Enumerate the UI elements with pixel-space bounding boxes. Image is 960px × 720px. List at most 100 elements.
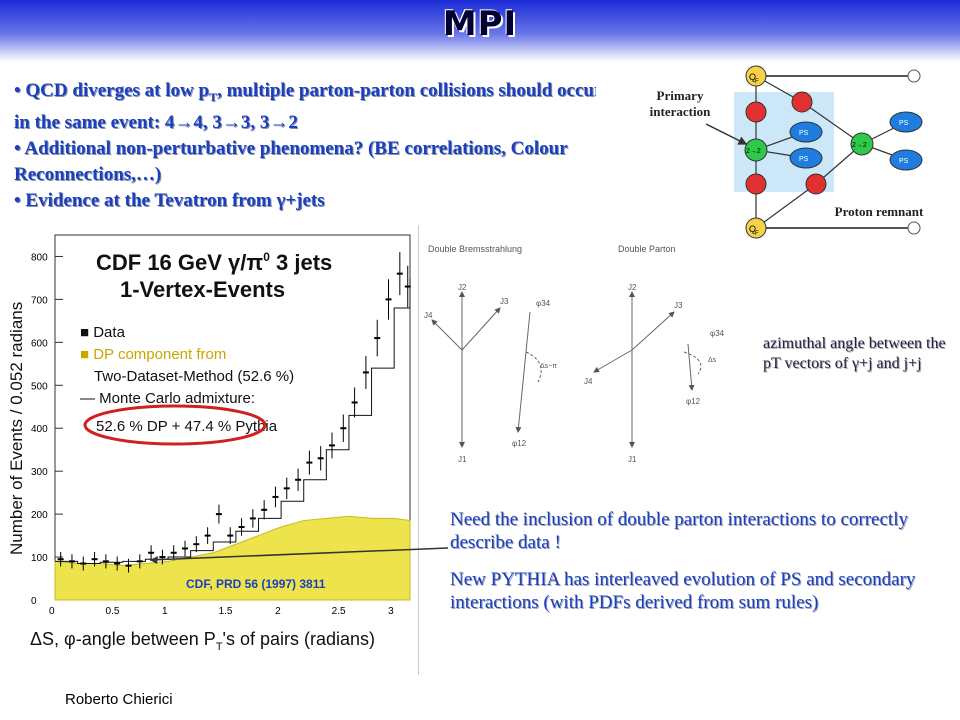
bullet-nonpert: • Additional non-perturbative phenomena?… [14, 137, 568, 185]
conclusion-1: Need the inclusion of double parton inte… [450, 509, 908, 553]
x-tick-label: 2 [275, 606, 281, 617]
fsr-label-4: PS [899, 158, 909, 165]
qf-sub-bottom: F [755, 231, 759, 237]
legend-data: ■ Data [80, 324, 126, 341]
two-to-two-node-2: 2→2 [850, 132, 874, 156]
bullet-qcd-text: • QCD diverges at low p [14, 80, 210, 101]
legend-mc-1: — Monte Carlo admixture: [80, 390, 255, 407]
dp-j4-label: J4 [584, 377, 593, 386]
legend-dp-2: Two-Dataset-Method (52.6 %) [94, 368, 294, 385]
data-point [283, 477, 290, 500]
data-point [68, 554, 75, 569]
data-point [204, 527, 211, 544]
data-point [215, 504, 222, 524]
jet-topology-diagram: Double Bremsstrahlung Double Parton J2 J… [418, 232, 746, 472]
cdf-plot: 0 0.5 1 1.5 2 2.5 3 0 100 200 300 400 500 600 700 800 C… [0, 225, 419, 675]
y-axis-label: Number of Events / 0.052 radians [7, 302, 26, 555]
brem-j4-label: J4 [424, 311, 433, 320]
brem-angle-arc [525, 351, 542, 383]
slide-title: MPI [442, 4, 518, 44]
primary-interaction-label: Primary interaction [649, 88, 711, 119]
x-tick-label: 0 [49, 606, 55, 617]
x-tick-label: 3 [388, 606, 394, 617]
dp-j1-label: J1 [628, 455, 637, 464]
brem-phi34-label: φ34 [536, 299, 551, 308]
data-point [404, 265, 411, 308]
data-point [91, 552, 98, 567]
data-point [340, 414, 347, 442]
y-tick-label: 200 [31, 510, 48, 521]
dp-phi12-label: φ12 [686, 397, 701, 406]
ps-node-4 [805, 173, 827, 195]
fsr-node-4: PS [889, 149, 923, 171]
data-point [125, 558, 132, 573]
brem-jets [431, 291, 501, 448]
ps-node-3 [791, 91, 813, 113]
brem-j1-label: J1 [458, 455, 467, 464]
brem-phi12-label: φ12 [512, 439, 527, 448]
bullet-qcd-tail: , multiple parton-parton collisions shou… [14, 80, 603, 133]
data-point [261, 500, 268, 520]
fsr-node-3: PS [889, 111, 923, 133]
data-point [80, 556, 87, 571]
qf-label-bottom: Q [749, 224, 756, 234]
fsr-node-2: PS [789, 147, 823, 169]
data-point [295, 468, 302, 491]
y-tick-label: 400 [31, 424, 48, 435]
two-to-two-node-1: 2→2 [744, 138, 768, 162]
bullet-list: • QCD diverges at low pT, multiple parto… [14, 78, 614, 214]
x-tick-label: 0.5 [106, 606, 120, 617]
y-tick-label: 800 [31, 252, 48, 263]
data-point [114, 556, 121, 571]
fsr-node-1: PS [789, 121, 823, 143]
x-axis-label: ΔS, φ-angle between PT's of pairs (radia… [30, 629, 375, 653]
data-point [102, 554, 109, 569]
qf-node-bottom: QF [745, 217, 767, 239]
bullet-qcd-sub: T [209, 89, 218, 104]
data-point [317, 446, 324, 471]
data-point [362, 355, 369, 389]
fsr-label-1: PS [799, 130, 809, 137]
dp-delta-label: Δs [708, 357, 717, 364]
mc-histogram [55, 277, 411, 564]
plot-title-line2: 1-Vertex-Events [120, 277, 285, 302]
data-point [227, 527, 234, 544]
reference-label: CDF, PRD 56 (1997) 3811 [186, 577, 326, 591]
double-parton-title: Double Parton [618, 244, 676, 254]
data-point [328, 432, 335, 459]
y-tick-label: 600 [31, 338, 48, 349]
x-tick-label: 1.5 [219, 606, 233, 617]
data-point [396, 252, 403, 296]
dp-phi-vectors [687, 343, 695, 391]
two-to-two-label-2: 2→2 [852, 142, 867, 149]
legend-dp-1: ■ DP component from [80, 346, 226, 363]
data-point [351, 387, 358, 418]
y-tick-label: 100 [31, 553, 48, 564]
qf-node-top: QF [745, 65, 767, 87]
fsr-label-3: PS [899, 120, 909, 127]
azimuthal-note: azimuthal angle between the pT vectors o… [763, 335, 946, 372]
data-point [385, 279, 392, 320]
qf-sub-top: F [755, 79, 759, 85]
dp-jets [593, 291, 675, 448]
brem-phi-vectors [515, 311, 531, 433]
y-tick-label: 500 [31, 381, 48, 392]
x-tick-label: 1 [162, 606, 168, 617]
x-tick-label: 2.5 [332, 606, 346, 617]
proton-end-top [907, 69, 921, 83]
bullet-tevatron: • Evidence at the Tevatron from γ+jets [14, 189, 325, 211]
data-point [238, 518, 245, 536]
title-bar [0, 0, 960, 62]
proton-end-bottom [907, 221, 921, 235]
bullet-qcd: • QCD diverges at low pT, multiple parto… [14, 78, 614, 136]
dp-j2-label: J2 [628, 283, 637, 292]
y-tick-label: 0 [31, 596, 37, 607]
data-point [136, 554, 143, 569]
data-point [249, 509, 256, 528]
dp-angle-arc [683, 351, 702, 375]
conclusions: Need the inclusion of double parton inte… [450, 508, 950, 628]
primary-arrow [705, 123, 748, 145]
brem-j2-label: J2 [458, 283, 467, 292]
highlight-circle [83, 404, 267, 446]
